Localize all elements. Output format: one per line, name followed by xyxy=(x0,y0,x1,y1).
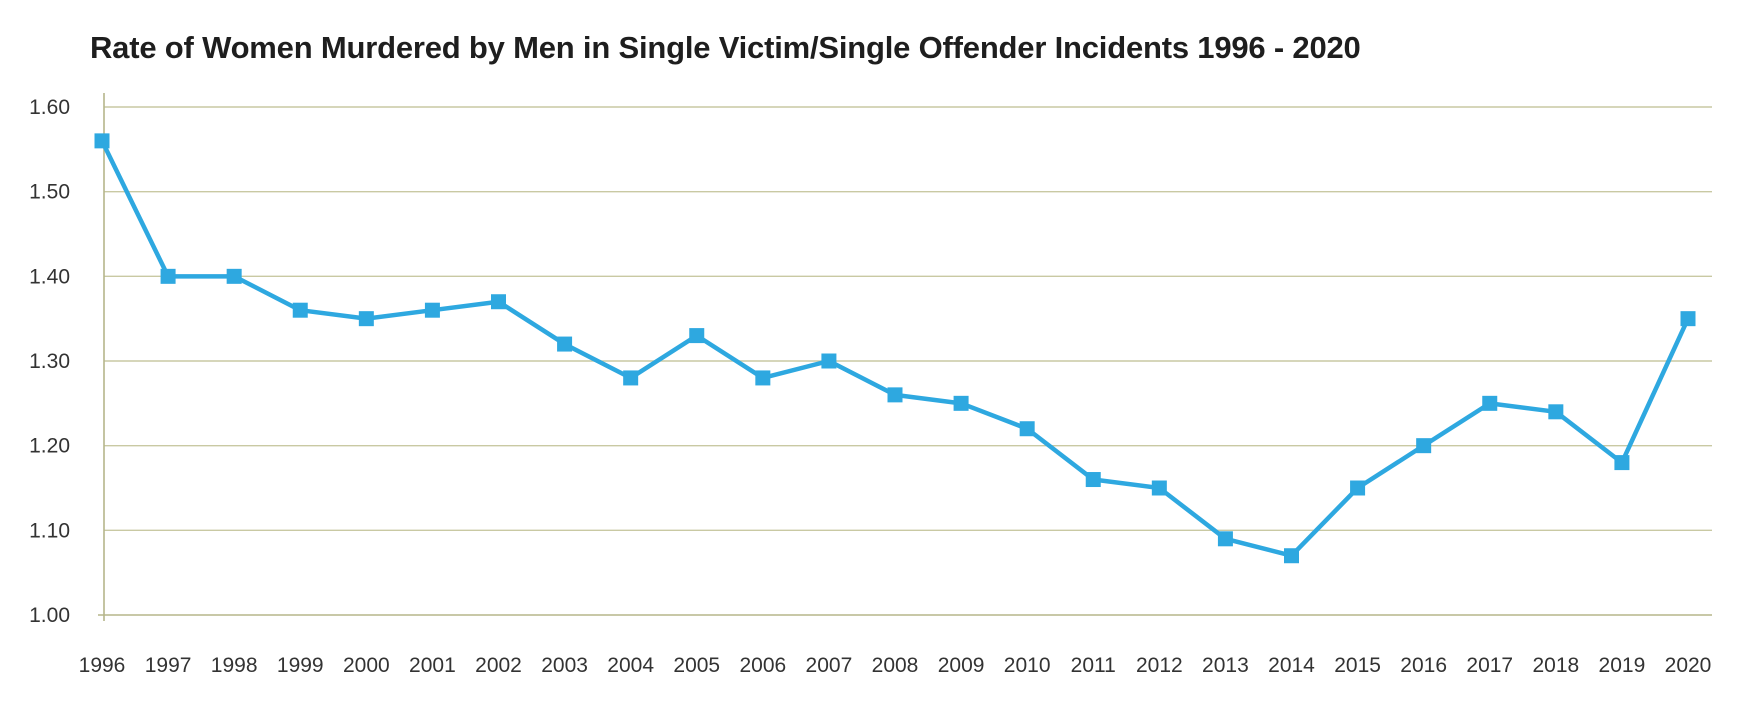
x-tick-label: 2010 xyxy=(1004,654,1051,677)
x-tick-label: 2011 xyxy=(1071,654,1116,677)
data-point-marker xyxy=(689,328,705,344)
y-tick-label: 1.50 xyxy=(29,181,70,204)
x-tick-label: 2009 xyxy=(938,654,985,677)
y-tick-label: 1.00 xyxy=(29,604,70,627)
x-tick-label: 1999 xyxy=(277,654,324,677)
x-tick-label: 1997 xyxy=(145,654,192,677)
data-point-marker xyxy=(226,268,242,284)
data-point-marker xyxy=(1680,311,1696,327)
data-point-marker xyxy=(953,395,969,411)
data-point-marker xyxy=(623,370,639,386)
data-point-marker xyxy=(1350,480,1366,496)
data-point-marker xyxy=(160,268,176,284)
x-tick-label: 2004 xyxy=(607,654,654,677)
x-tick-label: 1998 xyxy=(211,654,258,677)
y-tick-label: 1.30 xyxy=(29,350,70,373)
y-tick-label: 1.20 xyxy=(29,435,70,458)
x-tick-label: 2013 xyxy=(1202,654,1249,677)
gridlines xyxy=(104,106,1712,532)
data-point-marker xyxy=(1482,395,1498,411)
data-point-marker xyxy=(1614,455,1630,471)
x-tick-label: 2017 xyxy=(1466,654,1513,677)
x-tick-label: 2007 xyxy=(806,654,853,677)
data-point-marker xyxy=(755,370,771,386)
data-point-marker xyxy=(557,336,573,352)
x-tick-label: 2019 xyxy=(1599,654,1646,677)
data-point-marker xyxy=(1217,531,1233,547)
y-tick-label: 1.40 xyxy=(29,265,70,288)
data-point-marker xyxy=(491,294,506,310)
x-tick-label: 2005 xyxy=(673,654,720,677)
x-tick-label: 2018 xyxy=(1532,654,1579,677)
data-point-marker xyxy=(1284,548,1299,564)
y-tick-label: 1.10 xyxy=(29,519,70,542)
x-tick-label: 2014 xyxy=(1268,654,1315,677)
data-point-marker xyxy=(424,302,440,318)
x-tick-label: 2008 xyxy=(872,654,919,677)
y-axis-tick-labels: 1.00 1.10 1.20 1.30 1.40 1.50 1.60 xyxy=(29,96,70,627)
data-point-marker xyxy=(292,302,308,318)
x-tick-label: 2015 xyxy=(1334,654,1381,677)
data-series xyxy=(94,133,1696,564)
chart-title: Rate of Women Murdered by Men in Single … xyxy=(90,30,1361,65)
data-point-marker xyxy=(821,353,837,369)
data-point-marker xyxy=(1085,472,1101,488)
x-tick-label: 2020 xyxy=(1665,654,1712,677)
x-tick-label: 2012 xyxy=(1136,654,1183,677)
data-point-marker xyxy=(1548,404,1564,420)
data-point-marker xyxy=(358,311,374,327)
data-point-marker xyxy=(94,133,110,149)
x-tick-label: 2016 xyxy=(1400,654,1447,677)
data-point-marker xyxy=(1151,480,1167,496)
x-tick-label: 2003 xyxy=(541,654,588,677)
data-point-marker xyxy=(887,387,903,403)
data-point-marker xyxy=(1019,421,1035,437)
x-axis-tick-labels: 1996 1997 1998 1999 2000 2001 2002 2003 2004 2005… xyxy=(79,654,1712,677)
x-tick-label: 2000 xyxy=(343,654,390,677)
x-tick-label: 2006 xyxy=(739,654,786,677)
y-tick-label: 1.60 xyxy=(29,96,70,119)
series-line xyxy=(99,138,1691,558)
x-tick-label: 2002 xyxy=(475,654,522,677)
x-tick-label: 2001 xyxy=(409,654,456,677)
data-point-marker xyxy=(1416,438,1432,454)
axes xyxy=(98,93,1712,621)
x-tick-label: 1996 xyxy=(79,654,126,677)
